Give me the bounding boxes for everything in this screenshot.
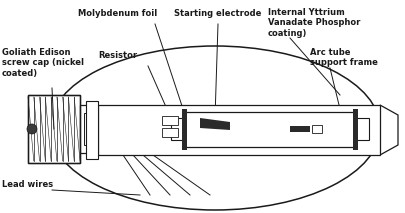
- Bar: [28, 95, 80, 163]
- Polygon shape: [200, 118, 230, 130]
- Text: Starting electrode: Starting electrode: [174, 9, 262, 18]
- Bar: [290, 126, 310, 132]
- Text: Molybdenum foil: Molybdenum foil: [79, 9, 158, 18]
- Bar: [355, 118, 369, 140]
- Text: Internal Yttrium
Vanadate Phosphor
coating): Internal Yttrium Vanadate Phosphor coati…: [268, 8, 360, 38]
- Bar: [98, 105, 380, 155]
- Bar: [162, 128, 178, 137]
- Bar: [171, 118, 185, 140]
- Bar: [182, 109, 187, 150]
- Text: Resistor: Resistor: [98, 51, 138, 60]
- Text: Arc tube
support frame: Arc tube support frame: [310, 48, 378, 67]
- Bar: [28, 95, 80, 163]
- Bar: [80, 105, 98, 153]
- Polygon shape: [380, 105, 398, 155]
- Bar: [84, 113, 94, 145]
- Text: Goliath Edison
screw cap (nickel
coated): Goliath Edison screw cap (nickel coated): [2, 48, 84, 78]
- Bar: [86, 101, 98, 159]
- Bar: [162, 116, 178, 125]
- Bar: [353, 109, 358, 150]
- Bar: [312, 125, 322, 133]
- Bar: [185, 112, 355, 147]
- Text: Lead wires: Lead wires: [2, 180, 53, 189]
- Ellipse shape: [27, 124, 37, 134]
